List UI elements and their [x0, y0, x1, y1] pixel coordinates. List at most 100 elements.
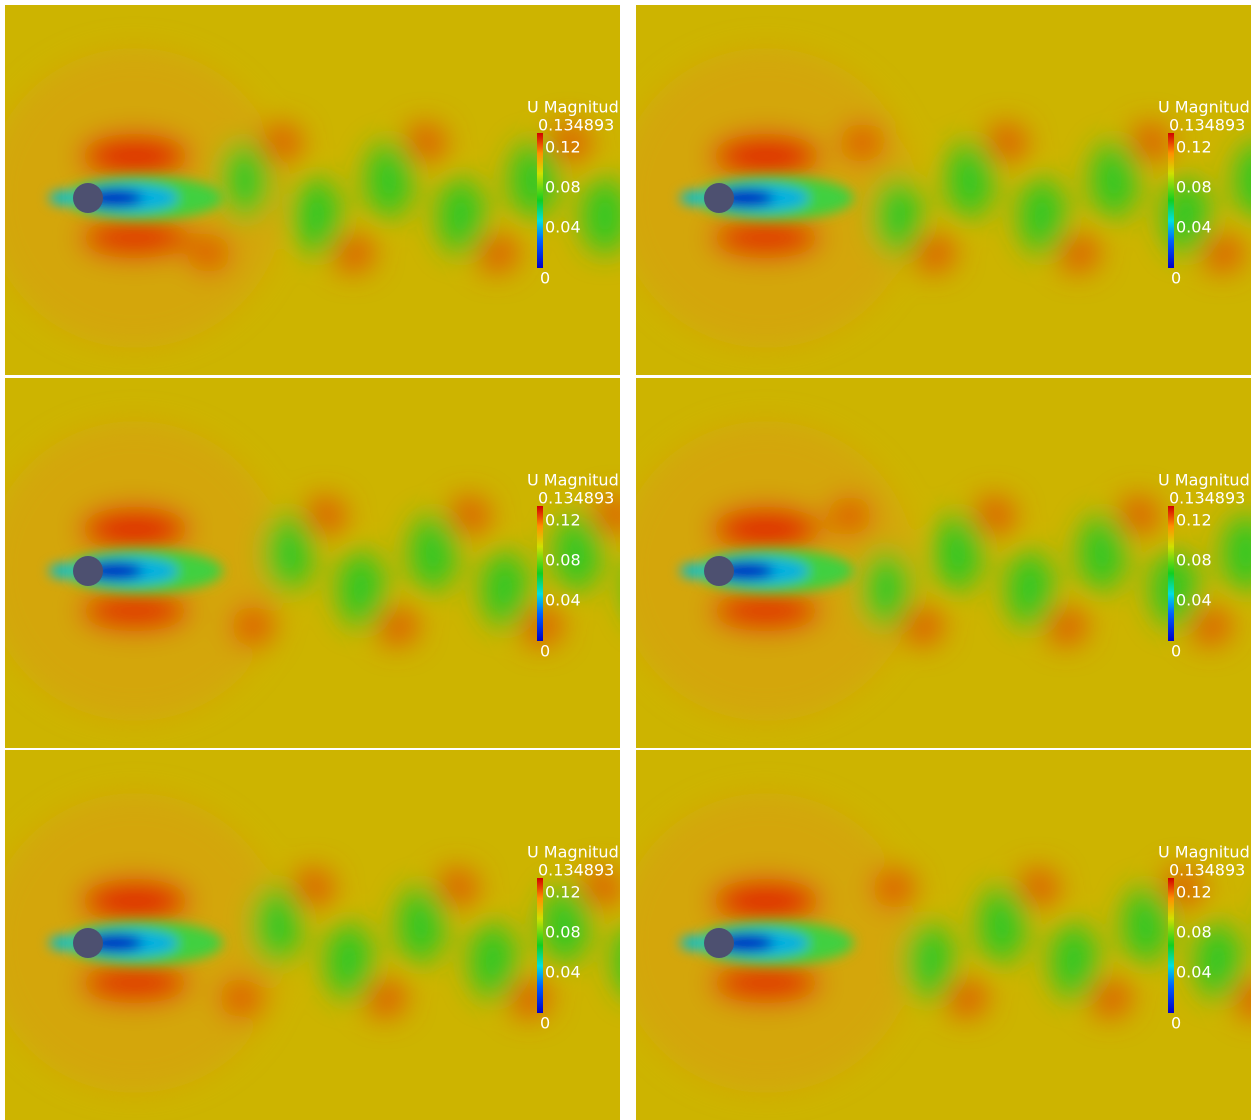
vortex [325, 923, 373, 999]
lobe [80, 963, 190, 1003]
vortex-edge [972, 496, 1016, 536]
viewport: U Magnitud0.1348930.120.080.040 [616, 750, 1253, 1120]
stagnation [680, 564, 708, 578]
vortex-edge [375, 606, 419, 646]
colorbar-tick-label: 0.12 [545, 137, 581, 156]
colorbar-title: U Magnitud [1158, 98, 1250, 117]
colorbar [537, 878, 543, 1013]
vortex-edge [363, 978, 407, 1018]
vortex [946, 142, 994, 218]
vortex [469, 923, 517, 999]
vortex-edge [912, 233, 956, 273]
vortex-edge [1128, 123, 1172, 163]
colorbar [1168, 133, 1174, 268]
colorbar-title: U Magnitud [1158, 471, 1250, 490]
vortex-edge [507, 978, 551, 1018]
colorbar-max: 0.134893 [538, 861, 614, 880]
vortex-edge [1044, 606, 1088, 646]
colorbar-tick-label: 0.04 [545, 962, 581, 981]
colorbar-tick-label: 0.08 [545, 922, 581, 941]
lobe [711, 963, 821, 1003]
vortex [978, 887, 1026, 963]
vortex-edge [231, 606, 275, 646]
vortex-edge [259, 123, 303, 163]
vortex [253, 887, 301, 963]
colorbar-max: 0.134893 [538, 116, 614, 135]
colorbar-max: 0.134893 [1169, 489, 1245, 508]
colorbar-min: 0 [1171, 269, 1181, 288]
colorbar-tick-label: 0.08 [545, 550, 581, 569]
vortex-edge [331, 233, 375, 273]
vortex-edge [984, 123, 1028, 163]
lobe [711, 591, 821, 631]
vortex-edge [435, 868, 479, 908]
vortex-edge [1200, 233, 1244, 273]
vortex [906, 923, 954, 999]
lobe [80, 507, 190, 551]
vortex [1090, 142, 1138, 218]
vortex [409, 515, 457, 591]
vortex [1006, 551, 1054, 627]
stagnation [680, 191, 708, 205]
lobe [80, 218, 190, 258]
lobe [711, 879, 821, 923]
stagnation [680, 936, 708, 950]
colorbar-tick-label: 0.04 [1176, 962, 1212, 981]
colorbar-tick-label: 0.12 [1176, 137, 1212, 156]
colorbar-tick-label: 0.08 [1176, 550, 1212, 569]
vortex [1050, 923, 1098, 999]
vortex-edge [1188, 606, 1232, 646]
vortex-edge [303, 496, 347, 536]
colorbar-tick-label: 0.12 [1176, 510, 1212, 529]
colorbar-tick-label: 0.12 [1176, 882, 1212, 901]
stagnation [49, 191, 77, 205]
vortex-edge [291, 868, 335, 908]
cylinder [704, 556, 734, 586]
stagnation [49, 564, 77, 578]
cylinder [704, 183, 734, 213]
cylinder [73, 183, 103, 213]
vortex-edge [1088, 978, 1132, 1018]
vortex [265, 515, 313, 591]
vortex-edge [403, 123, 447, 163]
vortex-edge [840, 123, 884, 163]
vortex [293, 178, 341, 254]
colorbar-min: 0 [540, 269, 550, 288]
vortex-edge [187, 233, 231, 273]
vortex-edge [944, 978, 988, 1018]
cylinder [704, 928, 734, 958]
vortex [874, 178, 922, 254]
colorbar-tick-label: 0.08 [1176, 177, 1212, 196]
vortex-edge [475, 233, 519, 273]
cylinder [73, 556, 103, 586]
vortex [337, 551, 385, 627]
vortex [1018, 178, 1066, 254]
colorbar-max: 0.134893 [1169, 861, 1245, 880]
colorbar-min: 0 [540, 642, 550, 661]
vortex-edge [1116, 496, 1160, 536]
colorbar-max: 0.134893 [1169, 116, 1245, 135]
vortex-edge [828, 496, 872, 536]
vortex [365, 142, 413, 218]
vortex [397, 887, 445, 963]
colorbar-tick-label: 0.04 [545, 590, 581, 609]
colorbar-tick-label: 0.08 [545, 177, 581, 196]
vortex [1078, 515, 1126, 591]
colorbar-tick-label: 0.04 [1176, 590, 1212, 609]
vortex [481, 551, 529, 627]
lobe [711, 218, 821, 258]
lobe [711, 507, 821, 551]
cylinder [73, 928, 103, 958]
colorbar-min: 0 [1171, 1014, 1181, 1033]
vortex-edge [900, 606, 944, 646]
vortex [221, 142, 269, 218]
vortex [1122, 887, 1170, 963]
vortex [862, 551, 910, 627]
colorbar-tick-label: 0.08 [1176, 922, 1212, 941]
colorbar [1168, 878, 1174, 1013]
vortex-edge [447, 496, 491, 536]
page: {"panels": [ {"colorbar": {"title": "U M… [0, 0, 1253, 1120]
